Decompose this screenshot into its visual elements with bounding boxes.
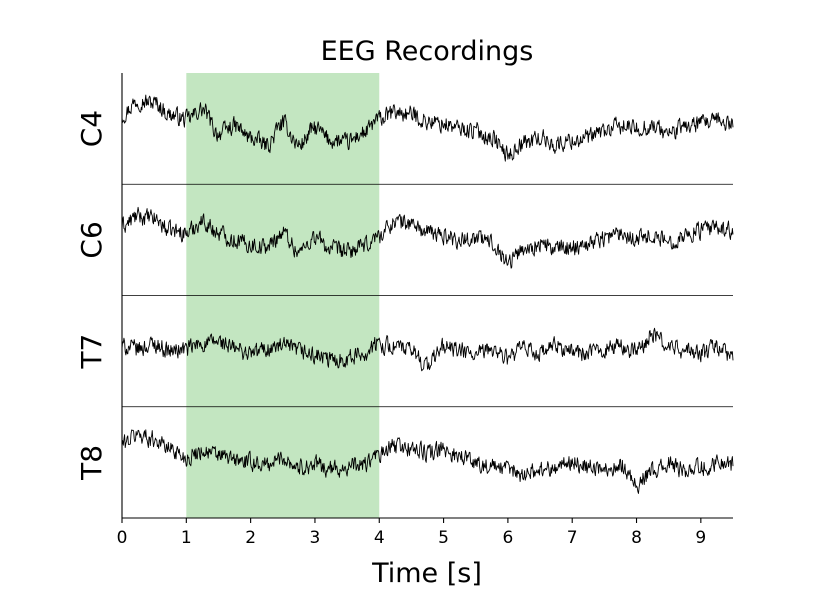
x-tick-label: 3 bbox=[310, 528, 321, 548]
x-axis-label: Time [s] bbox=[371, 558, 482, 589]
x-tick-label: 1 bbox=[181, 528, 192, 548]
channel-labels-group: C4 C6 T7 T8 bbox=[75, 110, 108, 481]
x-tick-label: 8 bbox=[631, 528, 642, 548]
channel-label-c4: C4 bbox=[75, 110, 108, 147]
x-tick-label: 0 bbox=[117, 528, 128, 548]
x-tick-label: 7 bbox=[567, 528, 578, 548]
trace-c6 bbox=[121, 206, 734, 269]
chart-title: EEG Recordings bbox=[321, 36, 534, 67]
x-tick-label: 4 bbox=[374, 528, 385, 548]
separators-group bbox=[122, 183, 733, 408]
trace-t8 bbox=[121, 429, 734, 494]
trace-t7 bbox=[121, 327, 734, 372]
x-tick-label: 6 bbox=[502, 528, 513, 548]
channel-label-c6: C6 bbox=[75, 221, 108, 258]
trace-c4 bbox=[121, 94, 734, 162]
x-tick-label: 2 bbox=[245, 528, 256, 548]
channel-label-t8: T8 bbox=[75, 445, 108, 481]
x-ticks-group: 0 1 2 3 4 5 6 7 8 9 bbox=[117, 518, 706, 548]
x-tick-label: 9 bbox=[695, 528, 706, 548]
x-tick-label: 5 bbox=[438, 528, 449, 548]
traces-group bbox=[121, 94, 734, 494]
channel-label-t7: T7 bbox=[75, 334, 108, 370]
